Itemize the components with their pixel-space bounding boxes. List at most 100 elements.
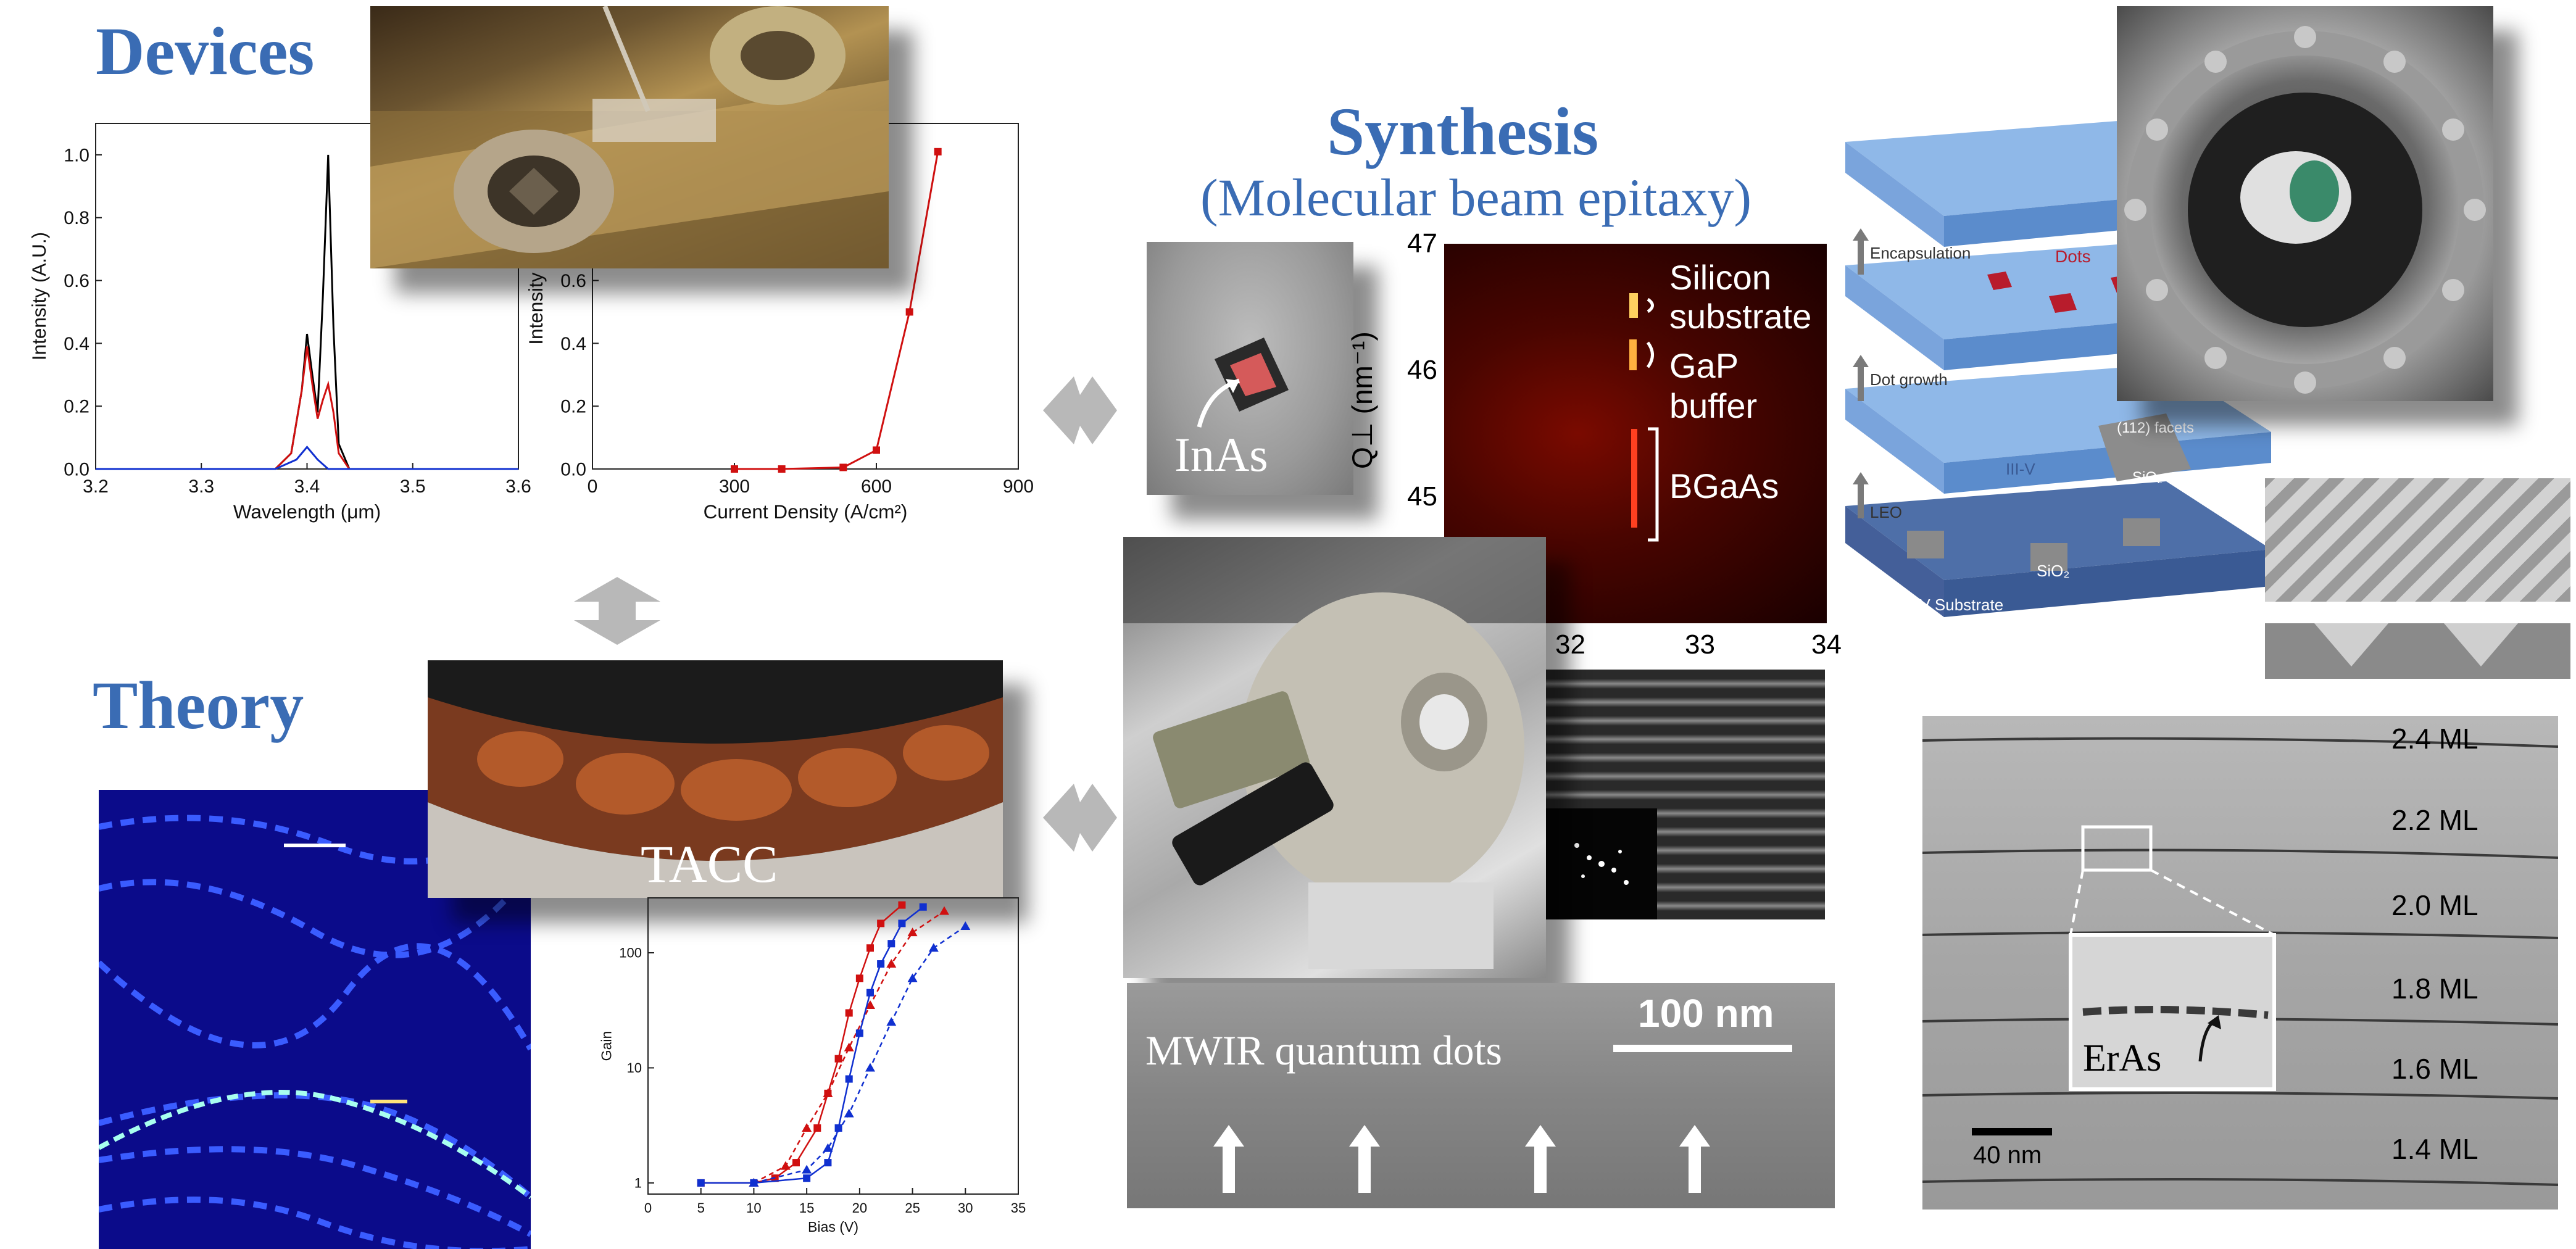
ml-label: 1.4 ML [2391, 1133, 2478, 1165]
x-tick-label: 5 [697, 1200, 705, 1216]
data-point [886, 959, 897, 968]
rsm-map: Silicon substrate GaP buffer BGaAs [1444, 244, 1827, 623]
synthesis-heading: Synthesis [1327, 94, 1599, 169]
y-tick-label: 0.6 [64, 271, 89, 291]
y-tick-label: 1.0 [64, 145, 89, 165]
y-tick-label: 100 [619, 945, 642, 961]
data-point [802, 1164, 812, 1174]
series-line [734, 151, 939, 470]
x-axis-label: Bias (V) [808, 1219, 858, 1235]
rsm-ylabel: Q⊥ (nm⁻¹) [1346, 331, 1378, 469]
double-arrow-icon [1043, 784, 1117, 852]
data-point [792, 1159, 800, 1167]
ml-label: 1.6 ML [2391, 1053, 2478, 1085]
data-point [834, 1124, 842, 1132]
x-tick-label: 3.6 [505, 476, 531, 497]
x-tick-label: 10 [746, 1200, 761, 1216]
data-point [802, 1122, 812, 1132]
data-point [834, 1055, 842, 1063]
x-tick-label: 15 [799, 1200, 814, 1216]
data-point [824, 1159, 832, 1167]
spectrum-chart: 3.2 3.3 3.4 3.5 3.6 0.0 0.2 0.4 0.6 0.8 1.0 Wavelen… [28, 123, 531, 523]
inas-label: InAs [1174, 428, 1268, 481]
double-arrow-icon [1043, 376, 1117, 444]
plot-frame [647, 897, 1019, 1195]
y-tick-label: 0.4 [64, 334, 89, 354]
y-tick-label: 0.4 [560, 334, 586, 354]
y-tick-label: 10 [627, 1060, 642, 1076]
data-point [934, 147, 942, 156]
rsm-ytick: 45 [1407, 481, 1437, 512]
sio2-label-top: SiO₂ [2132, 469, 2163, 486]
data-point [865, 1063, 875, 1072]
data-point [919, 903, 927, 911]
x-tick-label: 900 [1003, 476, 1034, 497]
rsm-ytick: 46 [1407, 355, 1437, 385]
data-point [855, 1029, 863, 1037]
mbe-chamber-photo [1123, 537, 1546, 978]
data-point [898, 901, 906, 909]
data-point [898, 919, 906, 927]
y-tick-label: 0.2 [64, 397, 89, 417]
data-point [697, 1179, 705, 1187]
series-line [753, 910, 945, 1184]
data-point [813, 1124, 821, 1132]
x-tick-label: 30 [958, 1200, 973, 1216]
data-point [928, 943, 939, 952]
data-point [877, 960, 885, 968]
dot-growth-label: Dot growth [1870, 370, 1948, 389]
series-line [96, 346, 518, 470]
data-point [823, 1088, 833, 1097]
stripe-pattern [2265, 478, 2570, 602]
data-point [887, 940, 895, 948]
y-tick-label: 0.0 [64, 460, 89, 480]
devices-heading: Devices [96, 14, 315, 89]
scale-label-40nm: 40 nm [1973, 1142, 2042, 1169]
eras-tem-image: ErAs 40 nm 2.4 ML 2.2 ML 2.0 ML 1.8 ML 1… [1922, 716, 2558, 1210]
mwir-label: MWIR quantum dots [1145, 1027, 1502, 1074]
mwir-tem-image: MWIR quantum dots 100 nm [1127, 983, 1835, 1208]
series-line [700, 906, 924, 1184]
rsm-xtick: 34 [1811, 629, 1842, 660]
encapsulation-label: Encapsulation [1870, 244, 1971, 262]
data-point [866, 989, 874, 997]
data-point [844, 1042, 854, 1052]
data-point [839, 463, 847, 471]
ml-label: 2.2 ML [2391, 804, 2478, 836]
series-line [96, 446, 518, 470]
x-tick-label: 3.2 [83, 476, 109, 497]
data-point [960, 921, 971, 930]
facets-label: (112) facets [2117, 420, 2194, 436]
data-point [778, 465, 786, 473]
x-tick-label: 0 [644, 1200, 652, 1216]
series-line [754, 925, 966, 1184]
data-point [907, 973, 918, 982]
rsm-ytick: 47 [1407, 228, 1437, 259]
x-tick-label: 0 [588, 476, 598, 497]
dots-label: Dots [2055, 247, 2091, 266]
hrtem-lattice-image [1546, 670, 1825, 919]
y-axis-label: Intensity (A.U.) [28, 232, 50, 360]
data-point [845, 1075, 853, 1083]
eras-label: ErAs [2083, 1037, 2162, 1079]
rsm-xtick: 33 [1685, 629, 1715, 660]
substrate-label: III-V Substrate [1901, 595, 2004, 614]
scale-label-100nm: 100 nm [1638, 991, 1774, 1035]
data-point [780, 1161, 791, 1170]
y-tick-label: 1 [634, 1176, 642, 1191]
rsm-xtick: 32 [1555, 629, 1585, 660]
y-tick-label: 0.8 [64, 208, 89, 228]
data-point [845, 1009, 853, 1017]
data-point [865, 1000, 875, 1009]
data-point [905, 308, 913, 316]
rsm-substrate-label: substrate [1669, 297, 1812, 336]
rsm-silicon-label: Silicon [1669, 258, 1771, 297]
up-arrow-icon [1213, 1125, 1710, 1193]
data-point [907, 927, 918, 937]
y-axis-label: Gain [599, 1031, 615, 1061]
rsm-gap-label: GaP [1669, 346, 1739, 385]
y-tick-label: 0.2 [560, 397, 586, 417]
y-tick-label: 0.6 [560, 271, 586, 291]
data-point [749, 1177, 759, 1187]
fft-inset [1546, 808, 1657, 919]
